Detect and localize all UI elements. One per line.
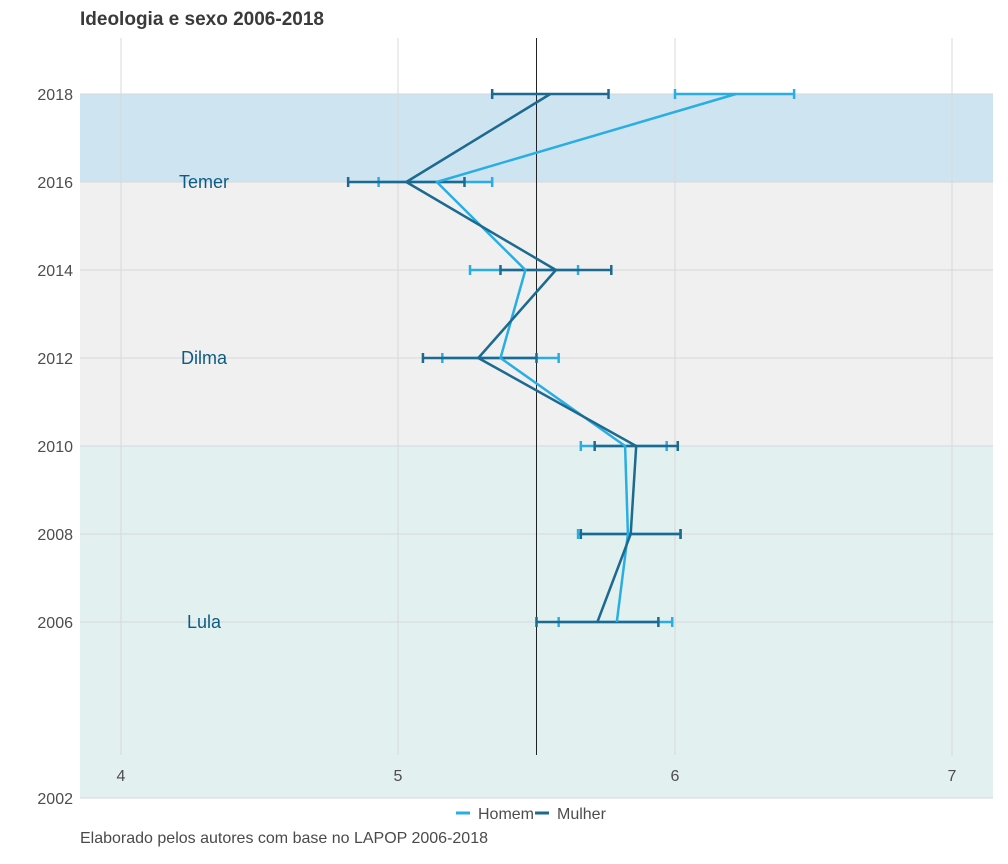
legend-item-homem: Homem [456, 806, 534, 823]
series-line-homem [435, 92, 737, 623]
y-tick-label: 2014 [37, 263, 73, 280]
x-tick-label: 7 [948, 768, 957, 785]
y-tick-label: 2010 [37, 439, 73, 456]
era-label-temer: Temer [179, 172, 229, 192]
x-tick-label: 5 [394, 768, 403, 785]
legend-label: Homem [478, 806, 534, 823]
y-tick-label: 2018 [37, 87, 73, 104]
x-tick-label: 4 [117, 768, 126, 785]
series-lines [405, 92, 737, 623]
chart-title: Ideologia e sexo 2006-2018 [80, 9, 324, 30]
y-axis-ticks: 2002 2006 2008 2010 2012 2014 2016 2018 [37, 87, 73, 808]
x-tick-label: 6 [671, 768, 680, 785]
legend: Homem Mulher [456, 806, 607, 823]
series-line-mulher [405, 92, 638, 623]
x-axis-ticks: 4 5 6 7 [117, 768, 957, 785]
era-label-dilma: Dilma [181, 348, 228, 368]
legend-label: Mulher [557, 806, 607, 823]
y-tick-label: 2006 [37, 615, 73, 632]
y-tick-label: 2012 [37, 351, 73, 368]
legend-item-mulher: Mulher [535, 806, 607, 823]
error-bar [490, 89, 610, 99]
caption: Elaborado pelos autores com base no LAPO… [80, 830, 488, 847]
y-tick-label: 2016 [37, 175, 73, 192]
y-tick-label: 2008 [37, 527, 73, 544]
y-tick-label: 2002 [37, 791, 73, 808]
era-label-lula: Lula [187, 612, 222, 632]
era-labels: Lula Dilma Temer [179, 172, 229, 632]
